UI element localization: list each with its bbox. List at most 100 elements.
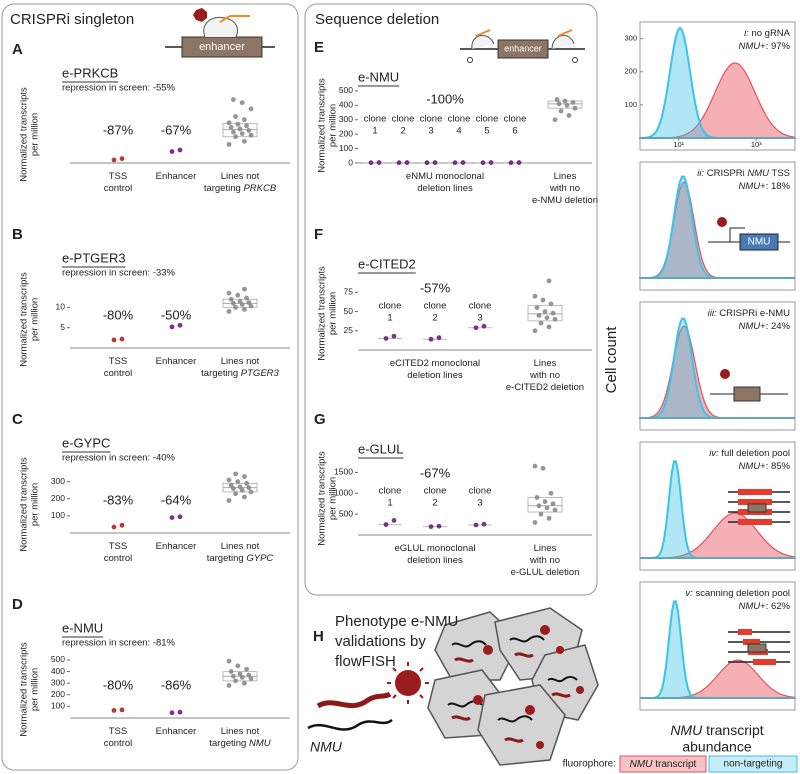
y-tick-label: 300 bbox=[624, 34, 637, 43]
panel-letter: F bbox=[314, 226, 323, 243]
y-tick-label: 1000 bbox=[334, 488, 353, 498]
icon-arrow bbox=[729, 227, 745, 242]
group-label: Enhancer bbox=[156, 356, 197, 367]
clone-label: clone bbox=[420, 114, 443, 125]
y-tick-label: 200 bbox=[51, 493, 65, 503]
icon-enhancer bbox=[747, 643, 767, 653]
histogram-frame bbox=[639, 161, 796, 291]
y-axis-label: Normalized transcripts bbox=[19, 457, 30, 552]
group-label-part: Enhancer bbox=[156, 541, 197, 552]
legend-swatch bbox=[708, 755, 798, 773]
histogram-title-part: NMU bbox=[747, 168, 769, 179]
section-heading: Sequence deletion bbox=[315, 11, 439, 28]
group-label: Lines not bbox=[221, 356, 260, 367]
histogram-title-part: iii: bbox=[708, 308, 717, 319]
data-point bbox=[226, 142, 232, 147]
data-point bbox=[226, 658, 232, 664]
histogram-nontargeting bbox=[639, 175, 795, 279]
group-label: Lines not bbox=[221, 726, 260, 737]
panel-subtitle: repression in screen: -81% bbox=[62, 638, 176, 649]
histogram-title: iii: CRISPRi e-NMU bbox=[708, 308, 790, 319]
icon-deletion bbox=[738, 489, 772, 495]
panel-title: e-NMU bbox=[62, 620, 103, 635]
group-label: TSS bbox=[109, 541, 127, 552]
data-point bbox=[428, 336, 434, 342]
y-axis-label: Normalized transcripts bbox=[19, 272, 30, 367]
y-tick-label: 200 bbox=[51, 689, 65, 699]
group-label: TSS bbox=[109, 726, 127, 737]
gene-label: NMU bbox=[310, 739, 343, 755]
data-point bbox=[546, 278, 552, 284]
histogram-title: ii: CRISPRi NMU TSS bbox=[697, 168, 790, 179]
data-point bbox=[233, 304, 239, 310]
data-point bbox=[542, 499, 548, 505]
data-point bbox=[536, 503, 542, 509]
data-point bbox=[177, 514, 183, 520]
data-point bbox=[540, 297, 546, 303]
group-label-part: with no bbox=[529, 370, 560, 381]
group-label-part: eGLUL monoclonal bbox=[395, 543, 476, 554]
percent-annotation: -100% bbox=[426, 91, 464, 106]
y-tick-label: 200 bbox=[339, 128, 353, 138]
group-label-part: Lines bbox=[534, 358, 557, 369]
data-point bbox=[228, 669, 234, 674]
section-heading: CRISPRi singleton bbox=[10, 11, 134, 28]
group-label-part: TSS bbox=[109, 541, 127, 552]
percent-annotation: -80% bbox=[103, 677, 134, 692]
group-label: e-NMU deletion bbox=[532, 195, 598, 206]
x-tick-label: 10³ bbox=[751, 140, 762, 149]
group-label: deletion lines bbox=[407, 555, 463, 566]
x-axis-label-part: transcript bbox=[702, 722, 764, 738]
group-label-part: control bbox=[104, 553, 133, 564]
data-point bbox=[226, 477, 232, 483]
data-point bbox=[248, 132, 254, 138]
data-point bbox=[237, 671, 243, 677]
data-point bbox=[550, 310, 556, 316]
data-point bbox=[538, 511, 544, 517]
y-axis-label: Cell count bbox=[603, 326, 620, 394]
data-point bbox=[226, 683, 232, 688]
group-label: with no bbox=[529, 370, 560, 381]
group-label: deletion lines bbox=[407, 370, 463, 381]
data-point bbox=[242, 138, 247, 144]
legend-title: fluorophore: bbox=[563, 759, 616, 770]
data-point bbox=[488, 160, 494, 165]
clone-label: clone bbox=[424, 301, 447, 312]
data-point bbox=[235, 479, 241, 485]
data-point bbox=[473, 522, 479, 528]
group-label-part: Enhancer bbox=[156, 726, 197, 737]
clone-label: 2 bbox=[432, 498, 437, 509]
data-point bbox=[548, 490, 554, 496]
phenotype-illustration bbox=[307, 607, 599, 766]
y-axis-label: per million bbox=[30, 668, 41, 711]
clone-label: clone bbox=[469, 486, 492, 497]
y-tick-label: 100 bbox=[51, 510, 65, 520]
group-label-gene: GYPC bbox=[246, 553, 273, 564]
data-point bbox=[111, 157, 117, 163]
data-point bbox=[391, 518, 397, 523]
data-point bbox=[228, 296, 234, 302]
group-label: Lines not bbox=[221, 541, 260, 552]
data-point bbox=[542, 309, 548, 314]
clone-label: clone bbox=[476, 114, 499, 125]
clone-label: 1 bbox=[387, 498, 392, 509]
data-point bbox=[235, 292, 241, 298]
data-point bbox=[538, 320, 544, 326]
data-point bbox=[428, 524, 434, 530]
data-point bbox=[552, 316, 558, 322]
data-point bbox=[169, 149, 175, 154]
data-point bbox=[242, 494, 247, 500]
y-tick-label: 0 bbox=[348, 157, 353, 167]
clone-label: 5 bbox=[484, 126, 489, 137]
data-point bbox=[546, 515, 552, 521]
data-point bbox=[235, 121, 241, 127]
histogram-title-part: v: bbox=[685, 588, 693, 599]
data-point bbox=[554, 97, 560, 102]
data-point bbox=[248, 489, 254, 495]
y-tick-label: 5 bbox=[60, 322, 65, 332]
data-point bbox=[550, 501, 556, 507]
data-point bbox=[246, 300, 252, 305]
group-label-part: Lines bbox=[534, 543, 557, 554]
